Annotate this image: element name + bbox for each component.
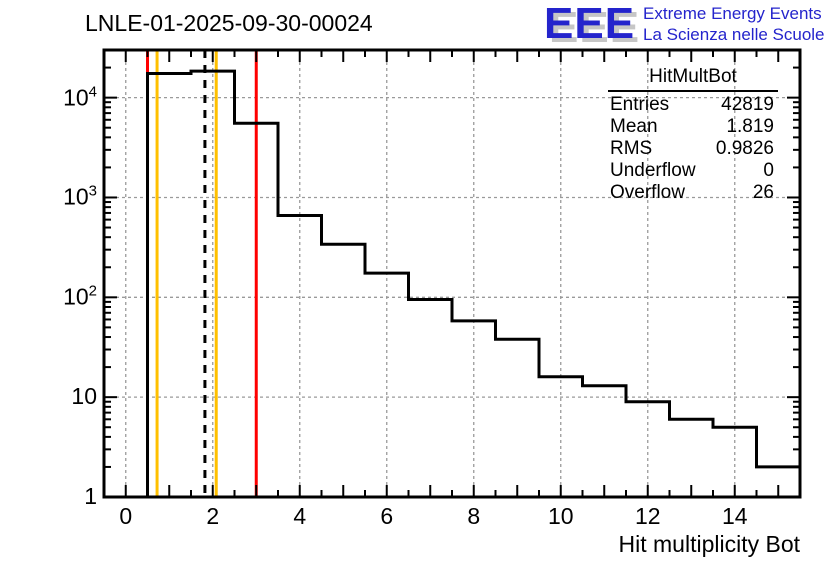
- y-tick-label: 10: [71, 383, 97, 410]
- stats-label: Underflow: [610, 160, 696, 181]
- stats-label: Mean: [610, 116, 658, 137]
- stats-row-underflow: Underflow 0: [608, 160, 778, 182]
- x-tick-label: 6: [380, 503, 394, 529]
- eee-logo-line1: Extreme Energy Events: [643, 4, 822, 23]
- eee-logo-text: Extreme Energy Events La Scienza nelle S…: [643, 3, 824, 45]
- stats-value: 42819: [721, 94, 774, 115]
- stats-row-overflow: Overflow 26: [608, 182, 778, 204]
- stats-box-header: HitMultBot: [608, 66, 778, 92]
- x-axis-title: Hit multiplicity Bot: [618, 531, 800, 557]
- y-tick-label: 103: [63, 183, 97, 210]
- plot-area: [102, 48, 802, 499]
- stats-label: Entries: [610, 94, 670, 115]
- x-tick-label: 10: [547, 503, 574, 529]
- x-tick-label: 2: [206, 503, 220, 529]
- eee-logo: EEE Extreme Energy Events La Scienza nel…: [544, 2, 825, 46]
- histogram-plot: [102, 48, 802, 499]
- stats-row-rms: RMS 0.9826: [608, 138, 778, 160]
- histogram-line: [104, 69, 800, 499]
- x-tick-label: 12: [634, 503, 661, 529]
- stats-label: RMS: [610, 138, 653, 159]
- y-tick-label: 1: [84, 482, 97, 509]
- x-tick-label: 0: [119, 503, 133, 529]
- y-tick-label: 102: [63, 282, 97, 310]
- page-title: LNLE-01-2025-09-30-00024: [85, 10, 373, 36]
- eee-logo-letters: EEE: [544, 0, 636, 48]
- stats-row-mean: Mean 1.819: [608, 116, 778, 138]
- stats-value: 0.9826: [715, 138, 774, 159]
- y-tick-label: 104: [63, 83, 97, 110]
- stats-row-entries: Entries 42819: [608, 94, 778, 116]
- x-tick-label: 8: [467, 503, 481, 529]
- stats-box: HitMultBot Entries 42819 Mean 1.819 RMS …: [608, 66, 778, 204]
- stats-label: Overflow: [610, 182, 685, 203]
- x-tick-label: 14: [721, 503, 748, 529]
- x-tick-label: 4: [293, 503, 307, 529]
- stats-value: 1.819: [726, 116, 774, 137]
- stats-value: 0: [763, 160, 774, 181]
- eee-logo-line2: La Scienza nelle Scuole: [643, 25, 825, 44]
- stats-value: 26: [752, 182, 774, 203]
